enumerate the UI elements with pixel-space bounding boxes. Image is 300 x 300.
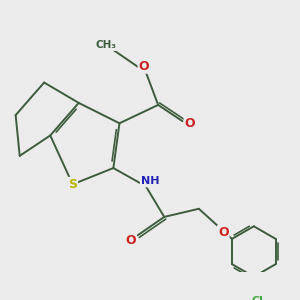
Text: O: O: [218, 226, 229, 239]
Text: O: O: [125, 234, 136, 247]
Text: Cl: Cl: [251, 296, 263, 300]
Text: S: S: [68, 178, 77, 191]
Text: O: O: [184, 117, 195, 130]
Text: O: O: [139, 60, 149, 73]
Text: CH₃: CH₃: [95, 40, 116, 50]
Text: NH: NH: [141, 176, 159, 187]
